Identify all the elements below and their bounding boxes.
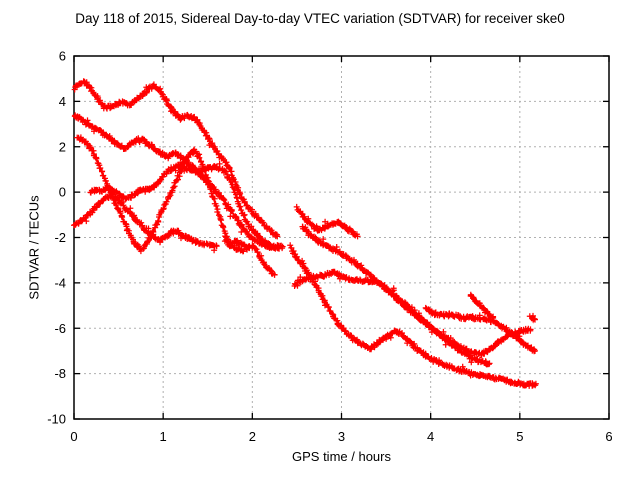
- series-markers-trace-5: [87, 159, 283, 252]
- y-tick-label: 2: [59, 139, 66, 154]
- x-tick-label: 2: [249, 429, 256, 444]
- y-tick-label: 4: [59, 94, 66, 109]
- y-tick-label: -8: [54, 366, 66, 381]
- series-markers-trace-4: [71, 190, 220, 254]
- y-tick-label: 0: [59, 185, 66, 200]
- x-tick-label: 6: [605, 429, 612, 444]
- y-tick-label: -10: [47, 412, 66, 427]
- x-tick-label: 4: [427, 429, 434, 444]
- x-tick-label: 3: [338, 429, 345, 444]
- series-markers-trace-8: [299, 223, 534, 359]
- x-tick-label: 0: [70, 429, 77, 444]
- series-markers-trace-6: [221, 236, 278, 278]
- y-tick-label: -4: [54, 275, 66, 290]
- y-axis-label: SDTVAR / TECUs: [26, 195, 42, 300]
- series-markers-trace-12: [287, 242, 539, 389]
- x-axis-label: GPS time / hours: [292, 449, 391, 464]
- y-tick-label: -2: [54, 230, 66, 245]
- series-markers-trace-10: [422, 304, 538, 355]
- x-tick-label: 5: [516, 429, 523, 444]
- series-markers-trace-9: [291, 268, 493, 368]
- series-markers-trace-1: [71, 78, 281, 240]
- series-markers-trace-13-isolated-blob: [526, 312, 538, 323]
- series-markers-trace-11: [467, 291, 497, 321]
- series-markers-trace-7: [293, 203, 361, 240]
- y-tick-label: 6: [59, 49, 66, 64]
- y-tick-label: -6: [54, 321, 66, 336]
- chart-title: Day 118 of 2015, Sidereal Day-to-day VTE…: [75, 11, 565, 26]
- data-layer: [71, 78, 539, 389]
- x-tick-label: 1: [160, 429, 167, 444]
